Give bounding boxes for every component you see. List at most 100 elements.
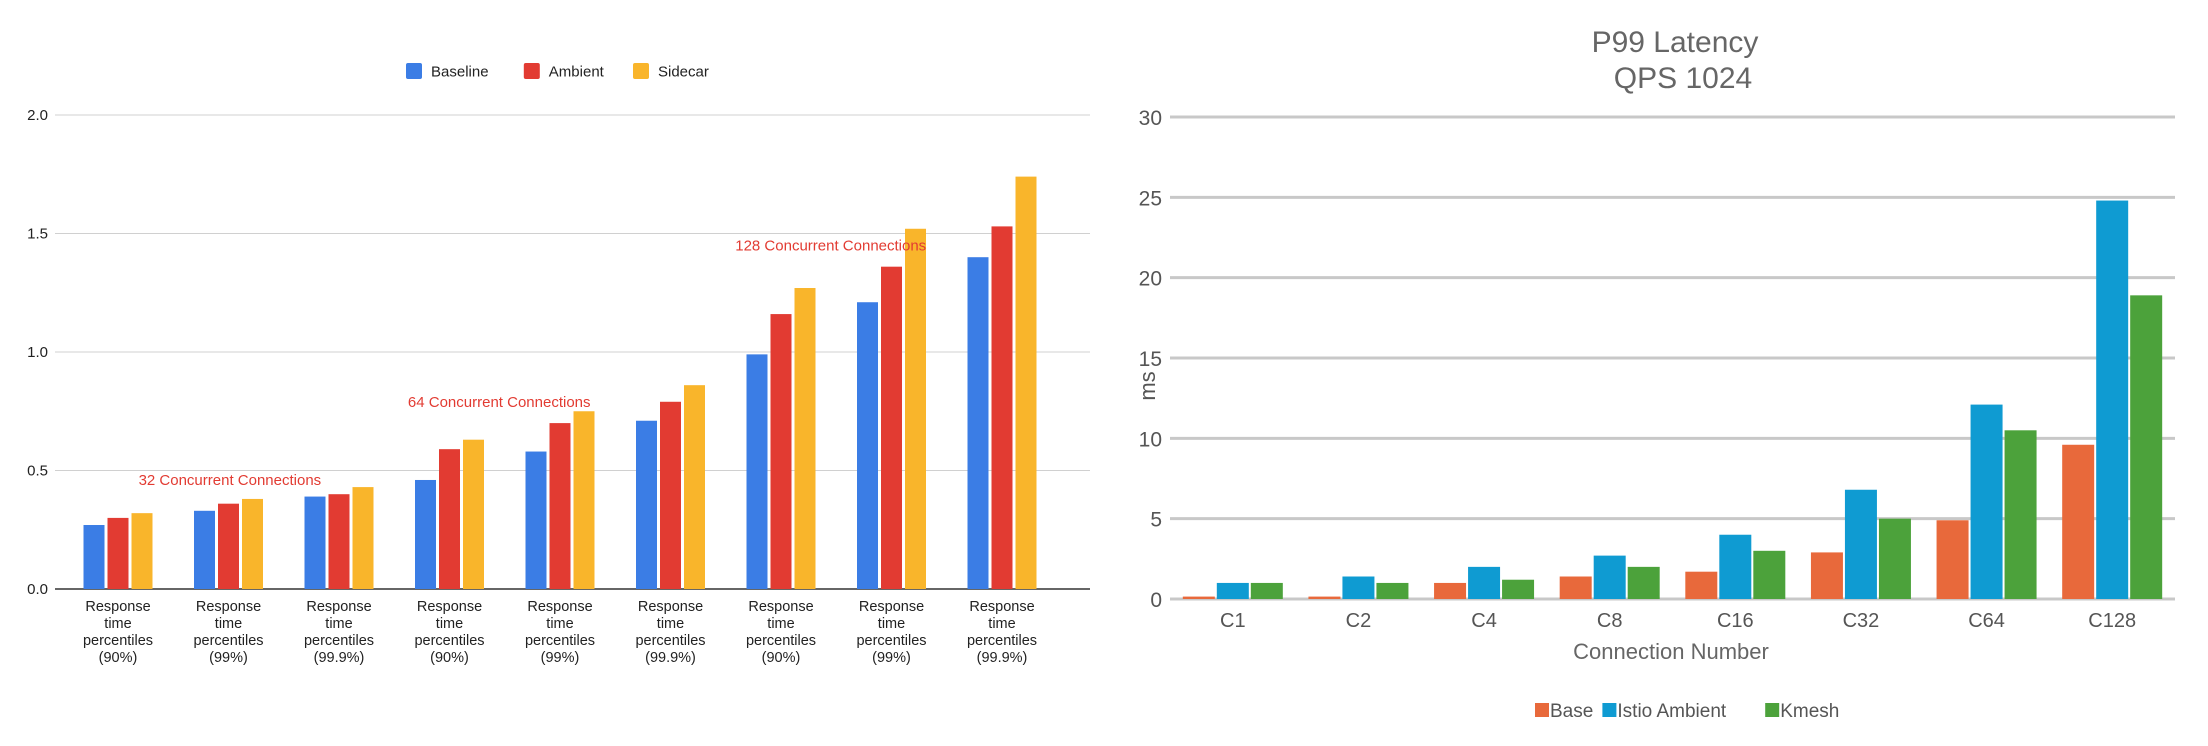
bar-baseline <box>304 496 326 589</box>
bar-base <box>1685 571 1718 599</box>
y-axis-label: ms <box>1135 371 1160 400</box>
bar-sidecar <box>352 487 374 589</box>
y-tick-label: 0.5 <box>27 463 48 480</box>
bar-istio-ambient <box>1844 489 1877 599</box>
bar-baseline <box>636 420 657 589</box>
x-tick-label: C64 <box>1968 610 2005 632</box>
y-tick-label: 1.0 <box>27 344 48 361</box>
latency-percentiles-chart: 0.0 0.5 1.0 1.5 2.0 Response time percentiles (9… <box>27 63 1090 666</box>
bar-baseline <box>415 479 436 589</box>
bar-baseline <box>83 525 105 589</box>
bar-ambient <box>991 226 1013 589</box>
y-tick-label: 0 <box>1150 589 1162 612</box>
bar-kmesh <box>2004 430 2037 599</box>
y-tick-label: 15 <box>1139 348 1162 371</box>
bar-ambient <box>770 314 792 589</box>
bar-baseline <box>857 302 878 589</box>
bar-kmesh <box>1878 518 1911 599</box>
legend-swatch-istio-ambient <box>1602 703 1617 717</box>
bar-ambient <box>549 423 571 589</box>
bar-sidecar <box>1015 176 1037 589</box>
chart-subtitle: QPS 1024 <box>1614 62 1752 95</box>
bar-sidecar <box>684 385 705 589</box>
x-tick-label: Response time percentiles (90%) <box>746 599 816 666</box>
x-tick-label: Response time percentiles (99%) <box>856 599 926 666</box>
legend-swatch-kmesh <box>1765 703 1780 717</box>
bar-kmesh <box>1250 582 1283 599</box>
bar-base <box>1434 582 1467 599</box>
bar-istio-ambient <box>2096 200 2129 599</box>
y-tick-label: 30 <box>1139 107 1162 130</box>
bar-baseline <box>525 451 547 589</box>
annotation-label: 64 Concurrent Connections <box>408 394 591 411</box>
bar-ambient <box>660 401 681 589</box>
bar-base <box>1559 576 1592 599</box>
y-tick-label: 2.0 <box>27 107 48 124</box>
x-tick-label: C128 <box>2088 610 2136 632</box>
legend-label-base: Base <box>1550 701 1593 722</box>
bar-ambient <box>439 449 460 589</box>
bar-istio-ambient <box>1342 576 1375 599</box>
x-tick-label: C2 <box>1346 610 1372 632</box>
legend-label-ambient: Ambient <box>549 64 605 81</box>
annotation-label: 128 Concurrent Connections <box>735 237 926 254</box>
bar-istio-ambient <box>1970 404 2003 599</box>
x-tick-label: C4 <box>1471 610 1497 632</box>
x-tick-label: C8 <box>1597 610 1623 632</box>
bar-sidecar <box>573 411 595 589</box>
legend-swatch-ambient <box>523 63 540 79</box>
bar-istio-ambient <box>1719 534 1752 599</box>
bar-base <box>1810 552 1843 599</box>
legend-swatch-sidecar <box>633 63 649 79</box>
bar-base <box>1936 520 1969 599</box>
x-tick-label: Response time percentiles (99%) <box>525 599 595 666</box>
bar-kmesh <box>1376 582 1409 599</box>
bar-baseline <box>194 510 215 589</box>
bar-base <box>1182 596 1215 599</box>
legend-label-istio-ambient: Istio Ambient <box>1617 701 1726 722</box>
x-tick-label: C32 <box>1843 610 1880 632</box>
bar-ambient <box>107 517 129 589</box>
x-tick-label: Response time percentiles (99.9%) <box>967 599 1037 666</box>
bar-istio-ambient <box>1468 566 1501 599</box>
bar-kmesh <box>1502 579 1535 599</box>
y-tick-label: 25 <box>1139 187 1162 210</box>
bar-istio-ambient <box>1216 582 1249 599</box>
x-tick-label: Response time percentiles (90%) <box>83 599 153 666</box>
y-tick-label: 10 <box>1139 428 1162 451</box>
bar-base <box>2062 444 2095 599</box>
legend-label-sidecar: Sidecar <box>658 64 709 81</box>
legend-swatch-base <box>1535 703 1549 717</box>
bar-sidecar <box>131 513 153 589</box>
bar-kmesh <box>1753 550 1786 599</box>
bar-base <box>1308 596 1341 599</box>
y-tick-label: 5 <box>1150 509 1162 532</box>
x-tick-label: Response time percentiles (99.9%) <box>304 599 374 666</box>
x-tick-label: Response time percentiles (99.9%) <box>635 599 705 666</box>
y-tick-label: 1.5 <box>27 226 48 243</box>
bar-baseline <box>746 354 768 589</box>
bar-ambient <box>328 494 350 589</box>
y-tick-label: 0.0 <box>27 581 48 598</box>
x-tick-label: Response time percentiles (90%) <box>414 599 484 666</box>
annotation-label: 32 Concurrent Connections <box>139 472 322 489</box>
x-axis-label: Connection Number <box>1573 639 1769 664</box>
x-tick-label: C1 <box>1220 610 1246 632</box>
x-tick-label: Response time percentiles (99%) <box>193 599 263 666</box>
x-tick-label: C16 <box>1717 610 1754 632</box>
bar-ambient <box>218 503 239 589</box>
legend-swatch-baseline <box>406 63 422 79</box>
bar-sidecar <box>905 228 926 589</box>
bar-baseline <box>967 257 989 589</box>
bar-ambient <box>881 266 902 589</box>
bar-istio-ambient <box>1593 555 1626 599</box>
chart-title: P99 Latency <box>1592 26 1759 59</box>
y-tick-label: 20 <box>1139 268 1162 291</box>
bar-kmesh <box>2130 295 2163 599</box>
bar-sidecar <box>794 288 816 589</box>
bar-sidecar <box>242 498 263 589</box>
bar-sidecar <box>463 439 484 589</box>
bar-kmesh <box>1627 566 1660 599</box>
